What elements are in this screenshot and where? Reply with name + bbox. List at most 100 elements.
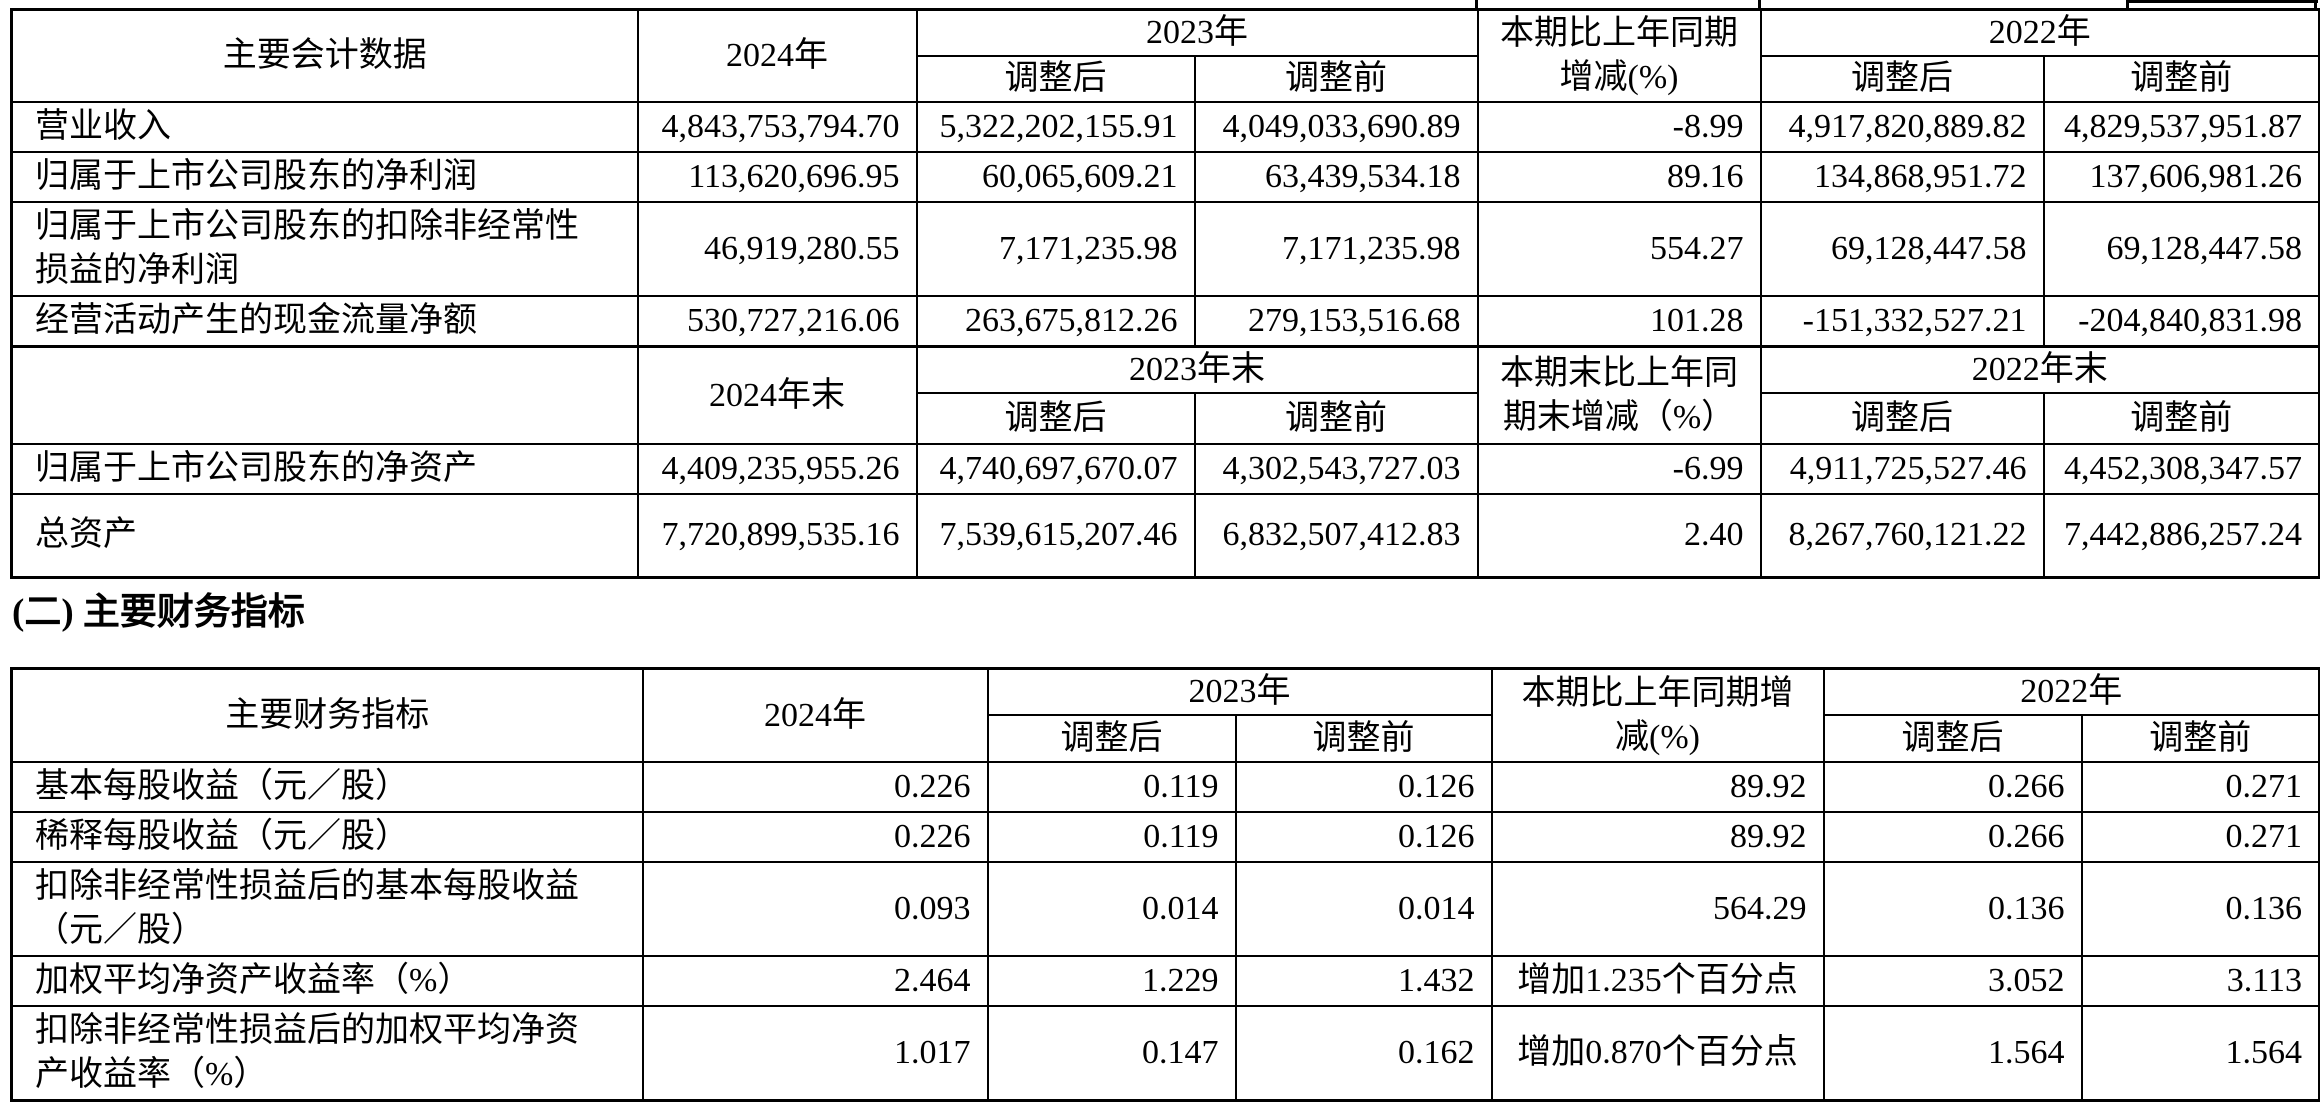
value-change: 89.92	[1490, 811, 1825, 863]
row-label: 归属于上市公司股东的扣除非经常性损益的净利润	[10, 201, 639, 297]
row-label: 扣除非经常性损益后的加权平均净资产收益率（%）	[10, 1005, 644, 1102]
table-row: 加权平均净资产收益率（%） 2.464 1.229 1.432 增加1.235个…	[10, 955, 2320, 1007]
cropped-row-fragment-tick-2	[1758, 0, 1761, 8]
value-2023-before: 7,171,235.98	[1193, 201, 1479, 297]
value-2022-after: 0.266	[1822, 761, 2083, 813]
value-change: -8.99	[1476, 101, 1762, 153]
t2-col-change: 本期比上年同期增减(%)	[1490, 667, 1825, 763]
value-2023-after: 0.119	[986, 811, 1237, 863]
value-2022-after: -151,332,527.21	[1759, 295, 2045, 348]
value-change: 564.29	[1490, 861, 1825, 957]
value-2023-after: 0.147	[986, 1005, 1237, 1102]
table-row: 总资产 7,720,899,535.16 7,539,615,207.46 6,…	[10, 493, 2320, 578]
value-2023-before: 1.432	[1234, 955, 1493, 1007]
value-2022-before: 0.271	[2080, 761, 2320, 813]
cropped-row-fragment-tick-1	[1475, 0, 1478, 8]
t2-col-2023-group: 2023年	[986, 667, 1493, 716]
row-label: 营业收入	[10, 101, 639, 153]
t1s2-col-2023-adjusted-after: 调整后	[915, 392, 1196, 445]
row-label: 基本每股收益（元／股）	[10, 761, 644, 813]
value-2023-after: 5,322,202,155.91	[915, 101, 1196, 153]
t2-col-2022-adjusted-before: 调整前	[2080, 714, 2320, 763]
table-row: 扣除非经常性损益后的基本每股收益（元／股） 0.093 0.014 0.014 …	[10, 861, 2320, 957]
value-2023-before: 4,302,543,727.03	[1193, 443, 1479, 495]
value-2022-before: 1.564	[2080, 1005, 2320, 1102]
value-2022-after: 4,917,820,889.82	[1759, 101, 2045, 153]
t1s2-col-2022-group: 2022年末	[1759, 345, 2320, 394]
t2-col-2022-group: 2022年	[1822, 667, 2320, 716]
value-2024: 1.017	[641, 1005, 989, 1102]
value-2024: 113,620,696.95	[636, 151, 918, 203]
table-row: 稀释每股收益（元／股） 0.226 0.119 0.126 89.92 0.26…	[10, 811, 2320, 863]
table-row: 扣除非经常性损益后的加权平均净资产收益率（%） 1.017 0.147 0.16…	[10, 1005, 2320, 1102]
row-label: 加权平均净资产收益率（%）	[10, 955, 644, 1007]
value-2023-before: 63,439,534.18	[1193, 151, 1479, 203]
t2-col-2024: 2024年	[641, 667, 989, 763]
table-row: 归属于上市公司股东的扣除非经常性损益的净利润 46,919,280.55 7,1…	[10, 201, 2320, 297]
table-row: 归属于上市公司股东的净利润 113,620,696.95 60,065,609.…	[10, 151, 2320, 203]
value-2023-after: 263,675,812.26	[915, 295, 1196, 348]
value-2023-after: 4,740,697,670.07	[915, 443, 1196, 495]
value-2024: 0.226	[641, 811, 989, 863]
value-2023-after: 7,171,235.98	[915, 201, 1196, 297]
value-2022-before: 0.136	[2080, 861, 2320, 957]
value-2022-after: 3.052	[1822, 955, 2083, 1007]
value-2023-after: 60,065,609.21	[915, 151, 1196, 203]
t1s2-row-header-blank	[10, 345, 639, 445]
t1s2-col-2023-adjusted-before: 调整前	[1193, 392, 1479, 445]
t1s1-col-2023-group: 2023年	[915, 8, 1479, 57]
value-2023-after: 0.014	[986, 861, 1237, 957]
value-change: 增加1.235个百分点	[1490, 955, 1825, 1007]
value-2023-after: 0.119	[986, 761, 1237, 813]
value-2022-before: 69,128,447.58	[2042, 201, 2320, 297]
value-2024: 0.093	[641, 861, 989, 957]
value-2023-before: 0.162	[1234, 1005, 1493, 1102]
table-row: 营业收入 4,843,753,794.70 5,322,202,155.91 4…	[10, 101, 2320, 153]
value-2022-before: 0.271	[2080, 811, 2320, 863]
value-2024: 530,727,216.06	[636, 295, 918, 348]
value-change: 89.16	[1476, 151, 1762, 203]
value-change: 554.27	[1476, 201, 1762, 297]
value-change: 增加0.870个百分点	[1490, 1005, 1825, 1102]
t1s1-col-2022-group: 2022年	[1759, 8, 2320, 57]
row-label: 归属于上市公司股东的净资产	[10, 443, 639, 495]
t1s1-col-2023-adjusted-after: 调整后	[915, 55, 1196, 103]
value-2023-before: 0.126	[1234, 761, 1493, 813]
t1s1-col-2022-adjusted-before: 调整前	[2042, 55, 2320, 103]
t1s1-row-header: 主要会计数据	[10, 8, 639, 103]
t2-col-2023-adjusted-before: 调整前	[1234, 714, 1493, 763]
row-label: 经营活动产生的现金流量净额	[10, 295, 639, 348]
value-2024: 4,843,753,794.70	[636, 101, 918, 153]
t2-col-2022-adjusted-after: 调整后	[1822, 714, 2083, 763]
table-row: 归属于上市公司股东的净资产 4,409,235,955.26 4,740,697…	[10, 443, 2320, 495]
value-change: 101.28	[1476, 295, 1762, 348]
row-label: 稀释每股收益（元／股）	[10, 811, 644, 863]
value-2022-after: 4,911,725,527.46	[1759, 443, 2045, 495]
value-2023-after: 7,539,615,207.46	[915, 493, 1196, 578]
t1s2-col-2023-group: 2023年末	[915, 345, 1479, 394]
t1s2-col-2024: 2024年末	[636, 345, 918, 445]
value-2023-after: 1.229	[986, 955, 1237, 1007]
value-2022-after: 134,868,951.72	[1759, 151, 2045, 203]
cropped-row-fragment-tick-3	[2126, 0, 2129, 9]
value-2022-before: 4,829,537,951.87	[2042, 101, 2320, 153]
value-change: 2.40	[1476, 493, 1762, 578]
t1s1-col-change: 本期比上年同期增减(%)	[1476, 8, 1762, 103]
value-2024: 2.464	[641, 955, 989, 1007]
value-2023-before: 0.126	[1234, 811, 1493, 863]
cropped-row-fragment-line	[2126, 0, 2318, 3]
value-2022-before: -204,840,831.98	[2042, 295, 2320, 348]
t1s1-col-2024: 2024年	[636, 8, 918, 103]
value-2023-before: 0.014	[1234, 861, 1493, 957]
value-2022-after: 0.266	[1822, 811, 2083, 863]
value-2022-after: 0.136	[1822, 861, 2083, 957]
row-label: 扣除非经常性损益后的基本每股收益（元／股）	[10, 861, 644, 957]
t2-row-header: 主要财务指标	[10, 667, 644, 763]
value-change: -6.99	[1476, 443, 1762, 495]
value-2023-before: 6,832,507,412.83	[1193, 493, 1479, 578]
value-2024: 4,409,235,955.26	[636, 443, 918, 495]
value-2022-before: 3.113	[2080, 955, 2320, 1007]
value-2023-before: 4,049,033,690.89	[1193, 101, 1479, 153]
value-2022-before: 4,452,308,347.57	[2042, 443, 2320, 495]
